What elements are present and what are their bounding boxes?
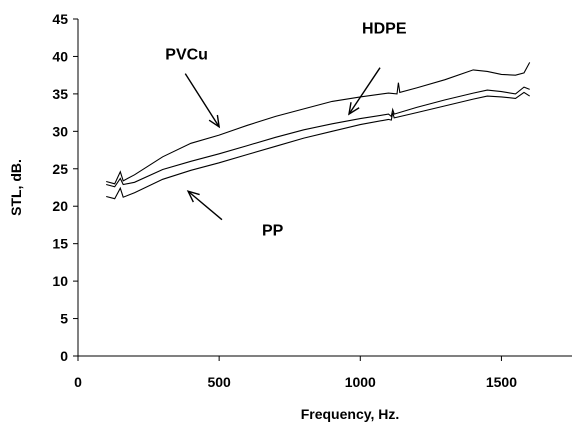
y-tick-label: 0	[60, 348, 68, 364]
annotation-label-hdpe: HDPE	[362, 21, 407, 38]
y-axis-title: STL, dB.	[8, 159, 24, 216]
y-tick-label: 5	[60, 311, 68, 327]
x-tick-label: 0	[74, 374, 82, 390]
arrow-pvcu	[184, 73, 220, 128]
annotation-label-pvcu: PVCu	[165, 47, 208, 64]
x-tick-label: 1000	[345, 374, 376, 390]
x-tick-label: 1500	[486, 374, 517, 390]
series-group	[106, 62, 531, 200]
series-line-pvcu	[106, 62, 531, 185]
arrow-hdpe	[348, 67, 381, 115]
arrow-pp	[187, 190, 223, 221]
x-axis-title: Frequency, Hz.	[301, 406, 400, 422]
y-tick-label: 35	[52, 86, 68, 102]
arrowhead-pvcu	[208, 114, 221, 129]
series-line-pp	[106, 91, 530, 200]
y-tick-label: 45	[52, 11, 68, 27]
series-line-hdpe	[106, 86, 530, 188]
annotation-label-pp: PP	[262, 223, 284, 240]
x-ticks: 0 500 1000 1500	[74, 356, 517, 390]
arrowhead-pp	[186, 190, 200, 203]
y-ticks: 0 5 10 15 20 25 30 35 40 45	[52, 11, 78, 364]
y-tick-label: 30	[52, 123, 68, 139]
y-tick-label: 20	[52, 198, 68, 214]
y-tick-label: 40	[52, 48, 68, 64]
y-tick-label: 10	[52, 273, 68, 289]
x-tick-label: 500	[207, 374, 231, 390]
annotation-group: PVCu HDPE PP	[165, 21, 407, 240]
arrowhead-hdpe	[348, 102, 360, 116]
y-tick-label: 25	[52, 161, 68, 177]
y-tick-label: 15	[52, 236, 68, 252]
